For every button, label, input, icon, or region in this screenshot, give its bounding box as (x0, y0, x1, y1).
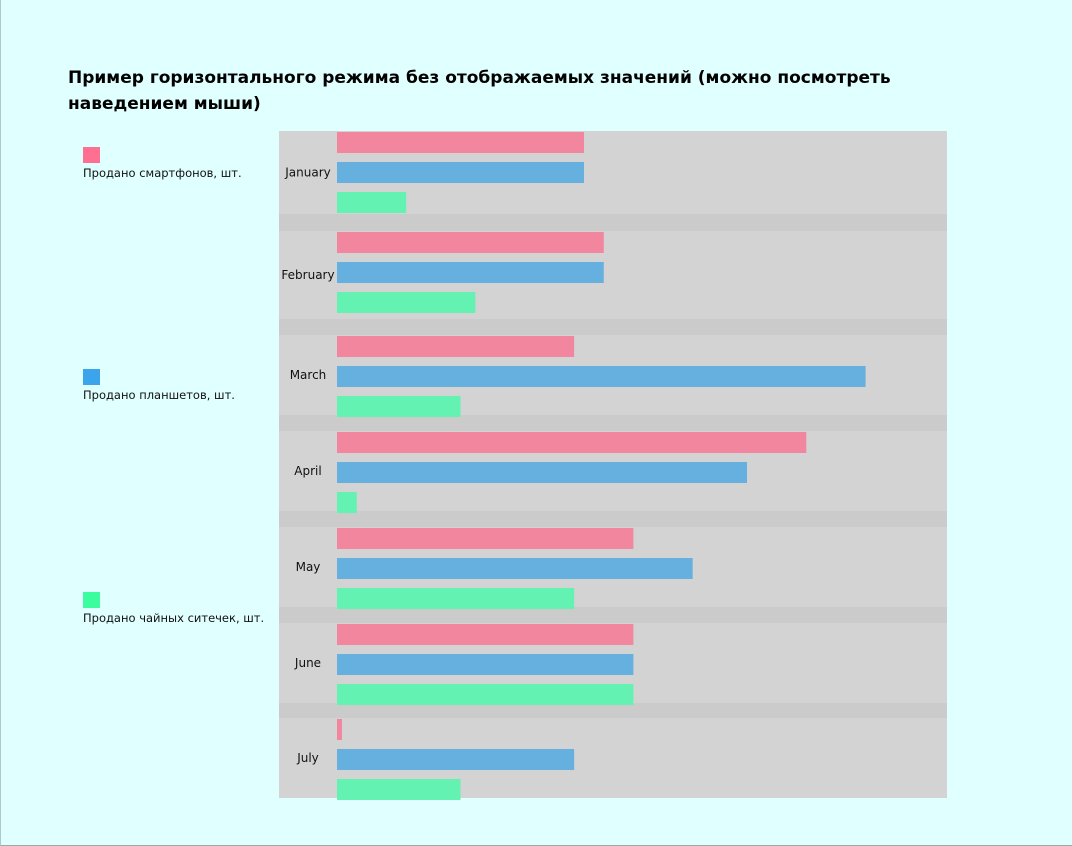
bar-april-series-1[interactable] (337, 432, 807, 453)
bar-june-series-2[interactable] (337, 654, 634, 675)
legend-item-tablets: Продано планшетов, шт. (83, 369, 273, 402)
bar-march-series-3[interactable] (337, 396, 461, 417)
bar-march-series-2[interactable] (337, 366, 866, 387)
bar-july-series-2[interactable] (337, 749, 575, 770)
bar-march-series-1[interactable] (337, 336, 575, 357)
legend-item-tea-strainers: Продано чайных ситечек, шт. (83, 592, 273, 625)
bar-july-series-3[interactable] (337, 779, 461, 800)
category-label-july: July (296, 751, 319, 765)
legend-label-tablets: Продано планшетов, шт. (83, 388, 235, 402)
category-label-january: January (284, 166, 331, 180)
bar-january-series-1[interactable] (337, 132, 584, 153)
bar-june-series-1[interactable] (337, 624, 634, 645)
bar-january-series-2[interactable] (337, 162, 584, 183)
bar-february-series-2[interactable] (337, 262, 604, 283)
bar-april-series-2[interactable] (337, 462, 748, 483)
bar-may-series-1[interactable] (337, 528, 634, 549)
legend-label-tea-strainers: Продано чайных ситечек, шт. (83, 611, 265, 625)
category-label-may: May (296, 560, 321, 574)
bar-july-series-1[interactable] (337, 719, 342, 740)
bar-may-series-3[interactable] (337, 588, 575, 609)
legend-swatch-tablets (83, 369, 100, 385)
bar-may-series-2[interactable] (337, 558, 693, 579)
bar-february-series-3[interactable] (337, 292, 476, 313)
chart-title: Пример горизонтального режима без отобра… (68, 68, 891, 114)
bar-january-series-3[interactable] (337, 192, 407, 213)
bar-june-series-3[interactable] (337, 684, 634, 705)
category-label-june: June (294, 656, 321, 670)
legend-label-smartphones: Продано смартфонов, шт. (83, 166, 242, 180)
legend-swatch-tea-strainers (83, 592, 100, 608)
category-label-february: February (281, 268, 334, 282)
category-label-april: April (294, 464, 321, 478)
bar-february-series-1[interactable] (337, 232, 604, 253)
legend-swatch-smartphones (83, 147, 100, 163)
category-label-march: March (290, 368, 327, 382)
legend-item-smartphones: Продано смартфонов, шт. (83, 147, 273, 180)
bar-april-series-3[interactable] (337, 492, 357, 513)
